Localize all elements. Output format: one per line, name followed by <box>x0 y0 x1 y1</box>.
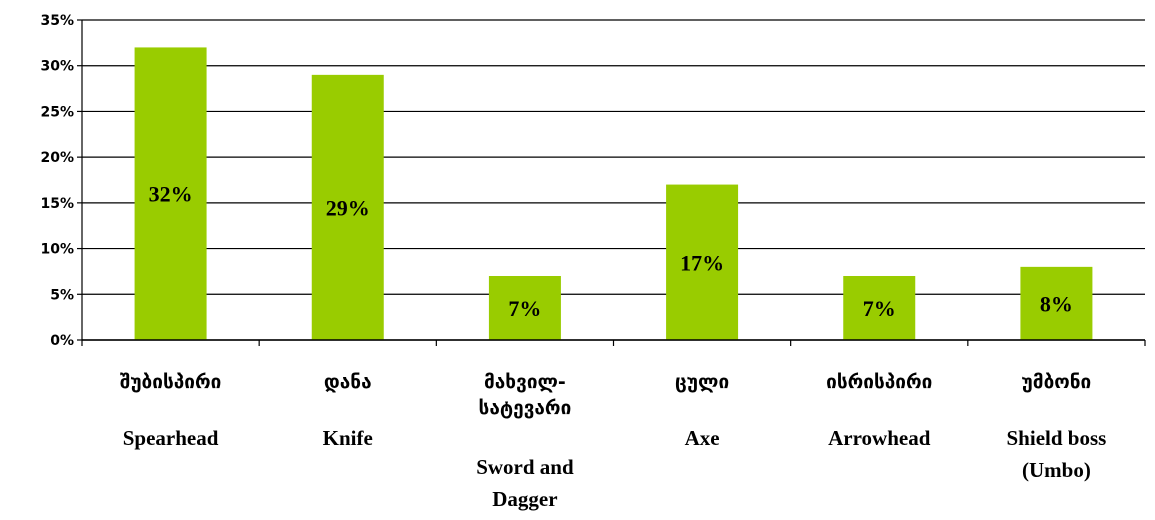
category-native-label: უმბონი <box>1022 371 1092 393</box>
data-label: 32% <box>149 182 193 207</box>
y-tick-label: 0% <box>50 333 74 349</box>
category-native-label: შუბისპირი <box>120 371 222 393</box>
bar <box>311 74 384 340</box>
data-label: 7% <box>508 296 541 321</box>
category-label: (Umbo) <box>1022 458 1091 482</box>
category-label: Spearhead <box>123 426 219 450</box>
bar <box>843 276 916 340</box>
y-tick-label: 30% <box>40 59 74 75</box>
y-tick-label: 10% <box>40 242 74 258</box>
bar <box>134 47 207 341</box>
category-native-label: ისრისპირი <box>826 371 932 393</box>
y-tick-label: 5% <box>50 287 74 303</box>
data-label: 29% <box>326 195 370 220</box>
category-label: Arrowhead <box>828 426 931 450</box>
category-native-label: დანა <box>324 371 372 393</box>
data-label: 8% <box>1040 291 1073 316</box>
category-native-label: ცული <box>675 371 729 393</box>
y-tick-label: 35% <box>40 13 74 29</box>
y-tick-label: 15% <box>40 196 74 212</box>
category-label: Shield boss <box>1007 426 1107 450</box>
bar <box>1020 266 1093 340</box>
category-label: Knife <box>323 426 373 450</box>
y-tick-label: 20% <box>40 150 74 166</box>
data-label: 7% <box>863 296 896 321</box>
bar <box>488 276 561 340</box>
category-native-label: მახვილ- <box>484 371 566 393</box>
category-label: Sword and <box>476 455 574 479</box>
category-native-label: სატევარი <box>479 397 572 419</box>
y-tick-label: 25% <box>40 104 74 120</box>
category-label: Dagger <box>492 487 557 511</box>
category-label: Axe <box>685 426 720 450</box>
bar <box>666 184 739 340</box>
data-label: 17% <box>680 250 724 275</box>
